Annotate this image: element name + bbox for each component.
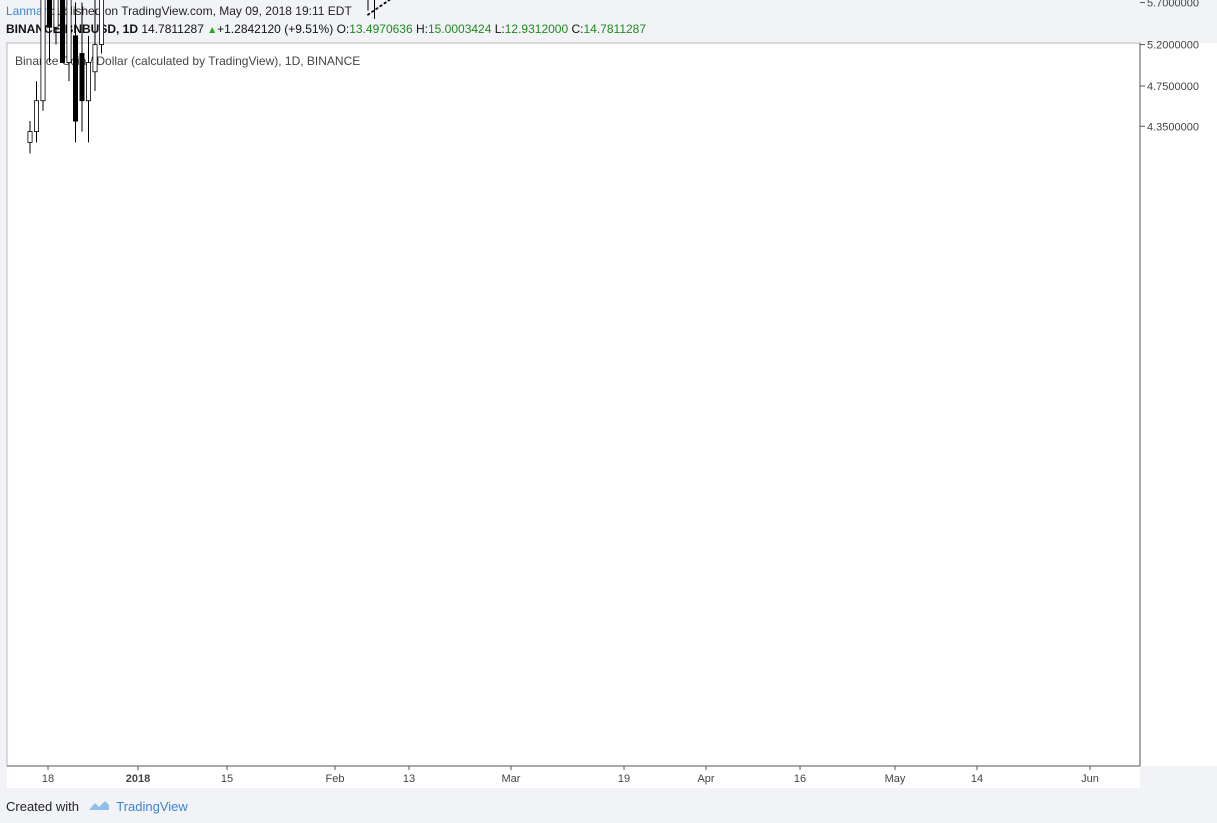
last-price: 14.7811287 xyxy=(141,22,204,36)
candle-body-up xyxy=(99,0,105,45)
trendlines[interactable] xyxy=(367,0,973,16)
tradingview-logo-icon xyxy=(88,801,109,810)
candle[interactable] xyxy=(47,0,53,63)
candle[interactable] xyxy=(86,35,92,143)
x-tick-label: 13 xyxy=(403,773,415,785)
open-value: 13.4970636 xyxy=(349,22,413,36)
candle[interactable] xyxy=(73,2,79,143)
price-axis-area[interactable] xyxy=(1140,43,1217,766)
candles[interactable] xyxy=(27,0,942,154)
up-triangle-icon: ▲ xyxy=(207,25,218,36)
candle[interactable] xyxy=(53,0,59,45)
symbol-label: BINANCE:BNBUSD, 1D xyxy=(6,22,139,36)
candle-body-up xyxy=(92,44,98,73)
candle[interactable] xyxy=(60,0,66,63)
candle[interactable] xyxy=(366,0,370,11)
symbol-info-bar: BINANCE:BNBUSD, 1D 14.7811287 ▲+1.284212… xyxy=(6,22,646,36)
candle-body-down xyxy=(73,35,79,122)
high-label: H: xyxy=(415,22,428,36)
x-tick-label: 14 xyxy=(971,773,983,785)
x-tick-label: Jun xyxy=(1081,773,1099,785)
x-tick-label: 2018 xyxy=(126,773,150,785)
candle[interactable] xyxy=(34,81,40,143)
y-tick-label: 5.2000000 xyxy=(1147,40,1199,52)
candle-body-up xyxy=(86,62,92,102)
candle-body-up xyxy=(27,131,33,143)
y-tick-label: 4.3500000 xyxy=(1147,121,1199,133)
low-label: L: xyxy=(494,22,505,36)
candle[interactable] xyxy=(27,121,33,154)
candle-body-up xyxy=(40,0,46,102)
publish-info: Lanmar published on TradingView.com, May… xyxy=(6,4,352,18)
candle[interactable] xyxy=(66,0,72,82)
candle[interactable] xyxy=(92,0,98,91)
high-value: 15.0003424 xyxy=(427,22,492,36)
y-tick-label: 4.7500000 xyxy=(1147,81,1199,93)
candle-body-up xyxy=(66,0,72,63)
y-axis-ticks: 40.000000036.000000032.000000028.0000000… xyxy=(1140,0,1199,133)
x-axis-ticks: 18 2018 15 Feb 13 Mar 19 Apr 16 May 14 Jun xyxy=(42,766,1099,785)
x-tick-label: 16 xyxy=(794,773,806,785)
y-tick-label: 5.7000000 xyxy=(1147,0,1199,10)
x-tick-label: 19 xyxy=(618,773,630,785)
open-label: O: xyxy=(336,22,350,36)
candle-body-up xyxy=(34,100,40,132)
close-value: 14.7811287 xyxy=(583,22,647,36)
time-axis-area[interactable] xyxy=(7,766,1140,788)
x-tick-label: Feb xyxy=(326,773,345,785)
price-change: +1.2842120 (+9.51%) xyxy=(217,22,334,36)
publish-text: published on TradingView.com, May 09, 20… xyxy=(50,4,352,18)
candle[interactable] xyxy=(99,0,105,54)
close-label: C: xyxy=(571,22,584,36)
x-tick-label: 18 xyxy=(42,773,54,785)
candle-body-down xyxy=(79,53,85,102)
candle-body-down xyxy=(60,0,66,63)
candle-body-up xyxy=(53,0,59,28)
x-tick-label: Apr xyxy=(697,773,714,785)
low-value: 12.9312000 xyxy=(504,22,569,36)
tradingview-brand-link[interactable]: TradingView xyxy=(116,799,188,814)
trendline-ascending-support[interactable] xyxy=(367,0,973,16)
footer: Created with TradingView xyxy=(6,797,188,814)
x-tick-label: May xyxy=(885,773,906,785)
plot-area[interactable] xyxy=(6,42,1141,767)
x-tick-label: 15 xyxy=(221,773,233,785)
candle[interactable] xyxy=(79,2,85,132)
author-link[interactable]: Lanmar xyxy=(6,4,47,18)
chart-title: Binance Coin / Dollar (calculated by Tra… xyxy=(15,54,360,68)
x-tick-label: Mar xyxy=(502,773,521,785)
candle-body-down xyxy=(47,0,53,28)
candle[interactable] xyxy=(40,0,46,111)
created-with-text: Created with xyxy=(6,799,79,814)
